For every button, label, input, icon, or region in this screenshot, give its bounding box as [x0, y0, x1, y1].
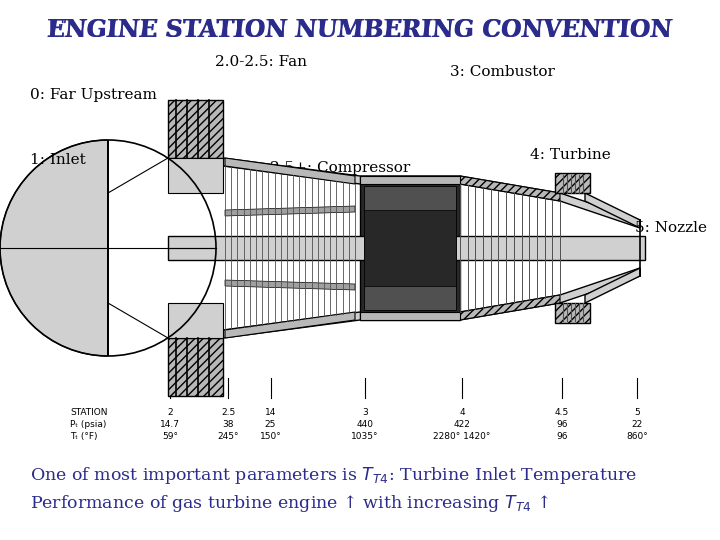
Polygon shape: [460, 295, 560, 320]
Text: 2.0-2.5: Fan: 2.0-2.5: Fan: [215, 55, 307, 69]
Text: 860°: 860°: [626, 432, 648, 441]
Text: 2.5: 2.5: [221, 408, 235, 417]
Bar: [168, 236, 645, 260]
Polygon shape: [555, 173, 590, 193]
Polygon shape: [223, 268, 640, 338]
Polygon shape: [168, 303, 223, 338]
Text: 4: 4: [459, 408, 465, 417]
Polygon shape: [555, 303, 590, 323]
Bar: [364, 210, 456, 286]
Text: 1: Inlet: 1: Inlet: [30, 153, 86, 167]
Text: 2280° 1420°: 2280° 1420°: [433, 432, 491, 441]
Polygon shape: [225, 280, 355, 290]
Text: ENGINE STATION NUMBERING CONVENTION: ENGINE STATION NUMBERING CONVENTION: [48, 18, 672, 42]
Polygon shape: [0, 140, 108, 356]
Text: 5: 5: [634, 408, 640, 417]
Text: 96: 96: [557, 420, 568, 429]
Text: 4.5: 4.5: [555, 408, 569, 417]
Bar: [360, 176, 460, 320]
Text: 0: Far Upstream: 0: Far Upstream: [30, 88, 157, 102]
Text: 22: 22: [631, 420, 643, 429]
Polygon shape: [460, 176, 560, 201]
Text: 440: 440: [356, 420, 374, 429]
Polygon shape: [360, 176, 460, 184]
Text: 2: 2: [167, 408, 173, 417]
Text: 96: 96: [557, 432, 568, 441]
Text: 2.5+: Compressor: 2.5+: Compressor: [270, 161, 410, 175]
Polygon shape: [225, 312, 355, 338]
Text: 3: 3: [362, 408, 368, 417]
Text: 5: Nozzle: 5: Nozzle: [635, 221, 707, 235]
Text: One of most important parameters is $T_{T4}$: Turbine Inlet Temperature: One of most important parameters is $T_{…: [30, 465, 637, 486]
Polygon shape: [168, 158, 223, 193]
Text: Performance of gas turbine engine ↑ with increasing $T_{T4}$ ↑: Performance of gas turbine engine ↑ with…: [30, 493, 549, 514]
Text: Tₜ (°F): Tₜ (°F): [70, 432, 97, 441]
Text: 422: 422: [454, 420, 470, 429]
Text: 38: 38: [222, 420, 234, 429]
Text: 4: Turbine: 4: Turbine: [530, 148, 611, 162]
Text: Pₜ (psia): Pₜ (psia): [70, 420, 107, 429]
Text: 59°: 59°: [162, 432, 178, 441]
Polygon shape: [225, 206, 355, 216]
Polygon shape: [168, 100, 223, 158]
Bar: [364, 186, 456, 310]
Text: 150°: 150°: [260, 432, 282, 441]
Text: 25: 25: [265, 420, 276, 429]
Polygon shape: [225, 158, 355, 184]
Polygon shape: [168, 338, 223, 396]
Polygon shape: [585, 268, 640, 303]
Text: 1035°: 1035°: [351, 432, 379, 441]
Polygon shape: [223, 158, 640, 228]
Text: 14.7: 14.7: [160, 420, 180, 429]
Text: 245°: 245°: [217, 432, 239, 441]
Text: ENGINE STATION NUMBERING CONVENTION: ENGINE STATION NUMBERING CONVENTION: [48, 18, 672, 42]
Text: 14: 14: [265, 408, 276, 417]
Polygon shape: [585, 193, 640, 228]
Polygon shape: [360, 312, 460, 320]
Text: STATION: STATION: [70, 408, 107, 417]
Text: 3: Combustor: 3: Combustor: [450, 65, 555, 79]
